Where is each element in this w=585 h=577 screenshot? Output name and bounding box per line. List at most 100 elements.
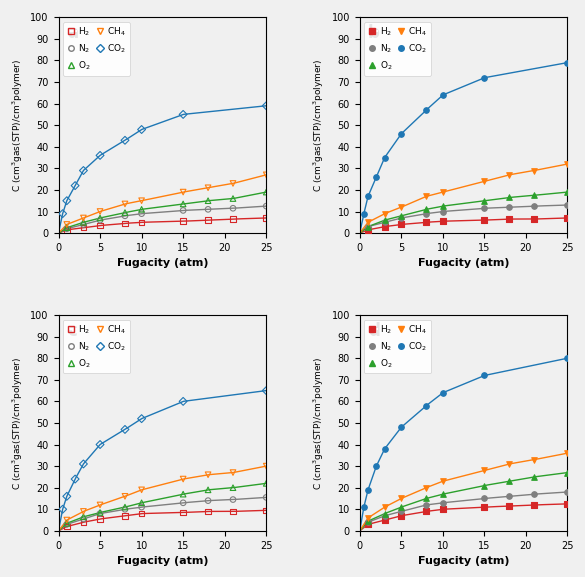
Point bbox=[95, 151, 105, 160]
Point bbox=[505, 477, 514, 486]
Point bbox=[204, 183, 213, 192]
Point bbox=[204, 485, 213, 494]
Point bbox=[70, 181, 80, 190]
X-axis label: Fugacity (atm): Fugacity (atm) bbox=[116, 556, 208, 566]
Point bbox=[363, 520, 373, 529]
Point bbox=[363, 514, 373, 523]
Point bbox=[79, 514, 88, 523]
Point bbox=[563, 354, 572, 363]
Point bbox=[62, 519, 71, 528]
Point bbox=[121, 199, 130, 208]
Point bbox=[380, 515, 390, 524]
Point bbox=[359, 209, 369, 218]
Point bbox=[480, 216, 489, 225]
Point bbox=[438, 188, 448, 197]
Point bbox=[359, 503, 369, 512]
Point bbox=[95, 216, 105, 225]
Point bbox=[178, 206, 188, 215]
Point bbox=[397, 203, 406, 212]
Point bbox=[563, 58, 572, 68]
Point bbox=[58, 209, 67, 218]
Point bbox=[529, 455, 539, 464]
Point bbox=[438, 201, 448, 211]
Point bbox=[563, 159, 572, 168]
Point bbox=[79, 459, 88, 469]
Legend: H$_2$, N$_2$, O$_2$, CH$_4$, CO$_2$: H$_2$, N$_2$, O$_2$, CH$_4$, CO$_2$ bbox=[63, 22, 130, 76]
Point bbox=[438, 91, 448, 100]
Point bbox=[505, 459, 514, 469]
Point bbox=[563, 488, 572, 497]
Point bbox=[228, 507, 238, 516]
Point bbox=[529, 500, 539, 509]
Point bbox=[121, 511, 130, 520]
Point bbox=[422, 401, 431, 410]
Point bbox=[70, 474, 80, 484]
Point bbox=[422, 209, 431, 218]
Point bbox=[529, 215, 539, 224]
Point bbox=[228, 194, 238, 203]
Y-axis label: C (cm$^3$gas(STP)/cm$^3$polymer): C (cm$^3$gas(STP)/cm$^3$polymer) bbox=[11, 59, 25, 192]
Point bbox=[480, 196, 489, 205]
Point bbox=[137, 503, 146, 512]
Point bbox=[397, 423, 406, 432]
X-axis label: Fugacity (atm): Fugacity (atm) bbox=[418, 556, 510, 566]
Point bbox=[480, 481, 489, 490]
Point bbox=[261, 213, 271, 223]
Point bbox=[363, 222, 373, 231]
Point bbox=[397, 211, 406, 220]
Point bbox=[261, 101, 271, 110]
Point bbox=[79, 512, 88, 522]
Point bbox=[480, 371, 489, 380]
Point bbox=[380, 503, 390, 512]
Point bbox=[121, 503, 130, 512]
Point bbox=[121, 208, 130, 217]
Point bbox=[397, 220, 406, 229]
Point bbox=[62, 522, 71, 531]
Point bbox=[204, 496, 213, 505]
Point bbox=[438, 498, 448, 507]
Point bbox=[397, 507, 406, 516]
Point bbox=[62, 223, 71, 233]
Point bbox=[380, 153, 390, 162]
Text: b: b bbox=[368, 24, 380, 42]
Point bbox=[563, 188, 572, 197]
Point bbox=[121, 425, 130, 434]
Point bbox=[204, 205, 213, 214]
Point bbox=[62, 492, 71, 501]
Point bbox=[380, 209, 390, 218]
Point bbox=[178, 498, 188, 507]
Point bbox=[95, 213, 105, 223]
Text: d: d bbox=[368, 321, 380, 339]
Point bbox=[204, 216, 213, 225]
Point bbox=[79, 166, 88, 175]
Point bbox=[363, 222, 373, 231]
Point bbox=[380, 511, 390, 520]
Point bbox=[505, 203, 514, 212]
Point bbox=[529, 191, 539, 200]
Point bbox=[422, 500, 431, 509]
Point bbox=[228, 495, 238, 504]
Point bbox=[371, 462, 381, 471]
Point bbox=[79, 218, 88, 227]
Point bbox=[505, 193, 514, 202]
Point bbox=[397, 511, 406, 520]
Point bbox=[261, 505, 271, 515]
Point bbox=[380, 444, 390, 454]
Point bbox=[95, 207, 105, 216]
Point bbox=[380, 222, 390, 231]
Point bbox=[178, 199, 188, 208]
Point bbox=[121, 492, 130, 501]
Point bbox=[228, 204, 238, 213]
Point bbox=[204, 470, 213, 479]
Y-axis label: C (cm$^3$gas(STP)/cm$^3$polymer): C (cm$^3$gas(STP)/cm$^3$polymer) bbox=[312, 59, 326, 192]
Point bbox=[261, 462, 271, 471]
Point bbox=[261, 188, 271, 197]
Point bbox=[529, 489, 539, 499]
Point bbox=[79, 507, 88, 516]
Point bbox=[529, 166, 539, 175]
Point bbox=[480, 204, 489, 213]
Point bbox=[121, 505, 130, 514]
Point bbox=[480, 466, 489, 475]
Point bbox=[79, 213, 88, 223]
Point bbox=[363, 218, 373, 227]
